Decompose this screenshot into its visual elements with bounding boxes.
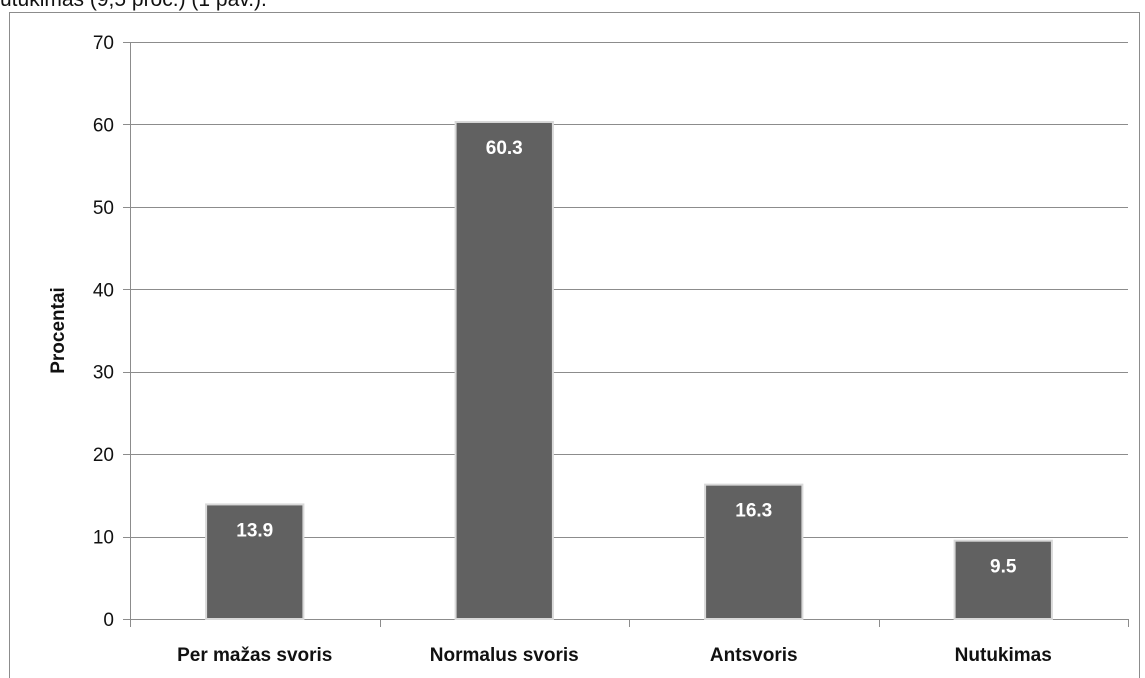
y-tick-label: 60 [93, 115, 114, 136]
bar-nutukimas [953, 539, 1053, 621]
y-tick-label: 30 [93, 363, 114, 384]
data-label: 9.5 [990, 557, 1017, 578]
x-tick-label: Nutukimas [955, 645, 1052, 666]
bar-normalus-svoris [454, 120, 554, 620]
y-tick-label: 20 [93, 445, 114, 466]
y-axis-title: Procentai [48, 287, 69, 374]
bar-antsvoris [704, 483, 804, 620]
x-tick-label: Normalus svoris [430, 645, 579, 666]
y-tick-label: 40 [93, 280, 114, 301]
x-tick-label: Antsvoris [710, 645, 798, 666]
caption-text: utukimas (9,5 proc.) (1 pav.). [0, 0, 267, 12]
data-label: 16.3 [735, 501, 772, 522]
chart-frame [9, 12, 1140, 678]
x-tick-label: Per mažas svoris [177, 645, 332, 666]
y-tick-label: 10 [93, 528, 114, 549]
y-tick-label: 0 [103, 610, 114, 631]
data-label: 13.9 [236, 520, 273, 541]
y-tick-label: 50 [93, 198, 114, 219]
data-label: 60.3 [486, 138, 523, 159]
bar-per-mažas-svoris [205, 503, 305, 620]
y-tick-label: 70 [93, 33, 114, 54]
